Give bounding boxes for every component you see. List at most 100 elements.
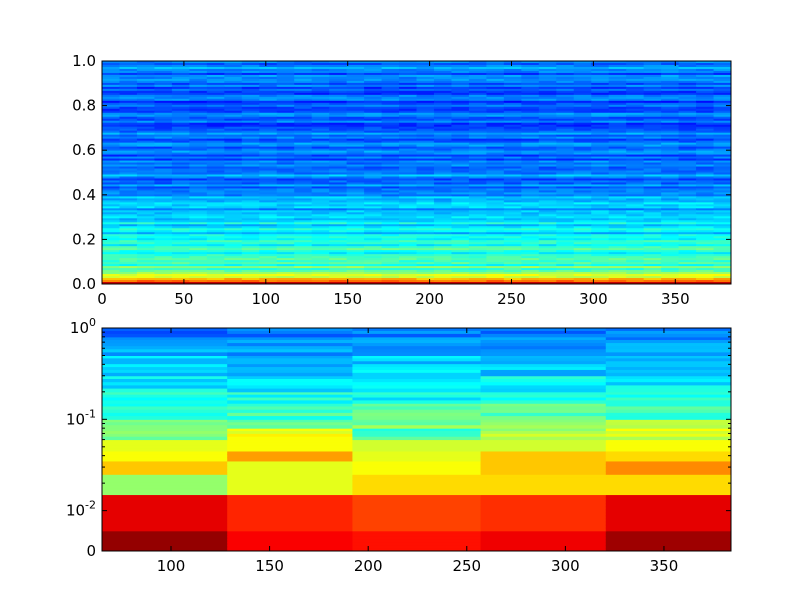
spectrogram-linear-cell	[276, 138, 295, 142]
spectrogram-linear-cell	[643, 208, 662, 211]
spectrogram-linear-cell	[381, 72, 400, 76]
spectrogram-log-cell	[102, 431, 228, 435]
spectrogram-linear-cell	[433, 128, 453, 132]
spectrogram-linear-cell	[364, 208, 383, 211]
spectrogram-linear-cell	[433, 66, 453, 70]
spectrogram-linear-cell	[276, 190, 295, 194]
spectrogram-linear-cell	[521, 76, 540, 80]
spectrogram-linear-cell	[102, 152, 121, 156]
spectrogram-linear-cell	[294, 214, 313, 217]
spectrogram-linear-cell	[102, 74, 121, 78]
spectrogram-linear-cell	[468, 76, 487, 80]
spectrogram-linear-cell	[451, 254, 470, 257]
spectrogram-log-cell	[227, 494, 353, 499]
spectrogram-log-cell	[605, 545, 731, 549]
spectrogram-linear-cell	[416, 254, 435, 257]
spectrogram-linear-cell	[486, 220, 505, 223]
spectrogram-linear-cell	[416, 222, 435, 225]
spectrogram-linear-cell	[136, 224, 156, 227]
spectrogram-linear-cell	[451, 154, 470, 158]
spectrogram-linear-cell	[259, 212, 278, 215]
spectrogram-linear-cell	[468, 222, 487, 225]
spectrogram-linear-cell	[329, 196, 348, 199]
spectrogram-linear-cell	[573, 216, 592, 219]
spectrogram-linear-cell	[591, 136, 610, 140]
spectrogram-linear-cell	[521, 206, 540, 209]
spectrogram-linear-cell	[643, 144, 662, 148]
spectrogram-linear-cell	[241, 96, 260, 100]
spectrogram-linear-cell	[626, 254, 645, 257]
spectrogram-linear-cell	[399, 160, 418, 164]
spectrogram-linear-cell	[486, 224, 505, 227]
spectrogram-linear-cell	[468, 232, 487, 235]
spectrogram-linear-cell	[399, 240, 418, 243]
spectrogram-linear-cell	[713, 224, 731, 227]
spectrogram-log-cell	[352, 488, 482, 493]
spectrogram-linear-cell	[626, 248, 645, 251]
spectrogram-linear-cell	[399, 114, 418, 118]
spectrogram-linear-cell	[276, 264, 295, 267]
spectrogram-linear-cell	[224, 170, 243, 174]
spectrogram-linear-cell	[661, 92, 680, 96]
spectrogram-linear-cell	[189, 108, 208, 112]
spectrogram-linear-cell	[241, 80, 260, 84]
spectrogram-linear-cell	[643, 206, 662, 209]
spectrogram-linear-cell	[468, 266, 487, 269]
spectrogram-log-cell	[102, 422, 228, 426]
spectrogram-linear-cell	[433, 226, 453, 229]
spectrogram-log-cell	[480, 388, 607, 393]
spectrogram-linear-cell	[241, 104, 260, 108]
spectrogram-linear-cell	[468, 150, 487, 154]
spectrogram-linear-cell	[364, 266, 383, 269]
spectrogram-linear-cell	[713, 270, 731, 273]
spectrogram-linear-cell	[661, 270, 680, 273]
spectrogram-linear-cell	[294, 228, 313, 231]
spectrogram-linear-cell	[294, 264, 313, 267]
spectrogram-linear-cell	[643, 182, 662, 186]
spectrogram-linear-cell	[416, 158, 435, 162]
spectrogram-linear-cell	[399, 104, 418, 108]
spectrogram-linear-cell	[433, 72, 453, 76]
spectrogram-linear-cell	[538, 72, 557, 76]
spectrogram-linear-cell	[626, 98, 645, 102]
spectrogram-linear-cell	[451, 250, 470, 253]
spectrogram-linear-cell	[276, 172, 295, 176]
spectrogram-linear-cell	[416, 140, 435, 144]
spectrogram-linear-cell	[189, 68, 208, 72]
spectrogram-log-cell	[480, 500, 607, 505]
spectrogram-linear-cell	[678, 280, 697, 283]
spectrogram-linear-cell	[189, 110, 208, 114]
spectrogram-linear-cell	[573, 66, 592, 70]
spectrogram-log-cell	[102, 491, 228, 496]
spectrogram-linear-cell	[661, 236, 680, 239]
spectrogram-linear-cell	[276, 66, 295, 70]
spectrogram-linear-cell	[503, 252, 522, 255]
spectrogram-linear-cell	[468, 240, 487, 243]
spectrogram-linear-cell	[399, 180, 418, 184]
spectrogram-linear-cell	[154, 204, 173, 207]
spectrogram-linear-cell	[206, 152, 225, 156]
spectrogram-linear-cell	[573, 110, 592, 114]
spectrogram-linear-cell	[608, 112, 627, 116]
spectrogram-linear-cell	[346, 164, 365, 168]
spectrogram-linear-cell	[556, 196, 575, 199]
spectrogram-linear-cell	[451, 226, 470, 229]
spectrogram-linear-cell	[416, 102, 435, 106]
spectrogram-linear-cell	[276, 252, 295, 255]
spectrogram-linear-cell	[154, 262, 173, 265]
spectrogram-linear-cell	[538, 188, 557, 192]
spectrogram-linear-cell	[573, 246, 592, 249]
spectrogram-log-cell	[102, 454, 228, 459]
spectrogram-log-cell	[605, 527, 731, 532]
spectrogram-linear-cell	[416, 160, 435, 164]
spectrogram-log-cell	[102, 425, 228, 429]
spectrogram-linear-cell	[241, 170, 260, 174]
spectrogram-linear-cell	[608, 126, 627, 130]
spectrogram-linear-cell	[276, 278, 295, 281]
spectrogram-linear-cell	[399, 254, 418, 257]
spectrogram-linear-cell	[608, 254, 627, 257]
spectrogram-linear-cell	[206, 132, 225, 136]
spectrogram-linear-cell	[538, 190, 557, 194]
spectrogram-linear-cell	[276, 72, 295, 76]
spectrogram-linear-cell	[294, 188, 313, 192]
